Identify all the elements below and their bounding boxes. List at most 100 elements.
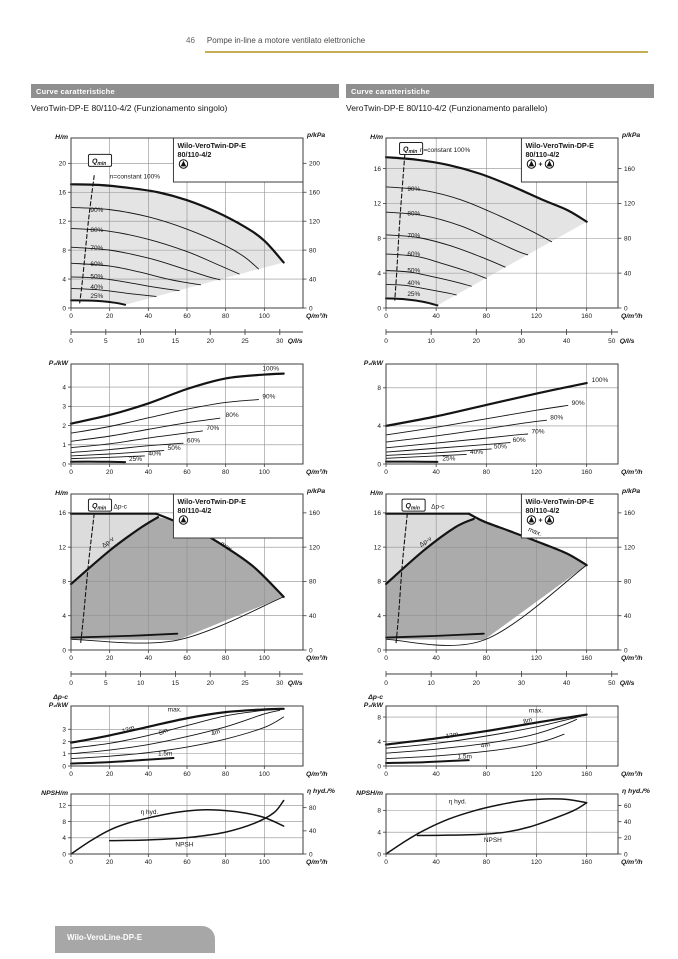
chart-annotation: 90% (572, 400, 585, 407)
chart-dpc-power-single: 0 1 2 3 0 20 40 60 80 100 Q/m³/h Δp-c P₂/kW max. 12m 8m… (31, 690, 339, 780)
chart-operating-field-parallel: 0 4 8 12 16 0 40 80 120 160 0 40 80 120 160 Q/m³/h H/m p/… (346, 486, 654, 688)
svg-text:200: 200 (309, 161, 320, 168)
chart-power-single: 0 1 2 3 4 0 20 40 60 80 100 Q/m³/h P₂/kW 100% 90% 80% 70… (31, 350, 339, 478)
chart-annotation: NPSH (484, 837, 502, 844)
series-40% (70, 288, 157, 297)
svg-text:16: 16 (59, 510, 67, 517)
svg-text:P₂/kW: P₂/kW (49, 702, 69, 709)
svg-text:16: 16 (59, 190, 67, 197)
chart-hq-parallel: 0 4 8 12 16 0 40 80 120 160 0 40 80 120 160 Q/m³/h H/m p/… (346, 130, 654, 345)
series-1.5m (385, 759, 470, 764)
svg-text:120: 120 (624, 201, 635, 208)
chart-annotation: 40% (407, 280, 420, 287)
svg-text:160: 160 (581, 655, 592, 662)
svg-text:12: 12 (59, 803, 67, 810)
right-column: Curve caratteristiche VeroTwin-DP-E 80/1… (346, 84, 654, 868)
chart-annotation: 60% (407, 251, 420, 258)
series-100% (384, 381, 588, 427)
svg-text:0: 0 (377, 461, 381, 468)
svg-text:0: 0 (377, 763, 381, 770)
svg-text:Q/m³/h: Q/m³/h (621, 859, 643, 866)
page-title: Pompe in-line a motore ventilato elettro… (206, 36, 366, 45)
svg-text:15: 15 (172, 338, 180, 344)
chart-annotation: Δp-c (114, 504, 128, 511)
svg-text:160: 160 (624, 166, 635, 173)
svg-text:Q/m³/h: Q/m³/h (306, 859, 328, 866)
svg-text:Q/l/s: Q/l/s (620, 680, 635, 687)
page-header: 46 Pompe in-line a motore ventilato elett… (186, 36, 365, 45)
svg-text:160: 160 (581, 859, 592, 866)
chart-annotation: 70% (206, 425, 219, 432)
svg-text:60: 60 (183, 655, 191, 662)
svg-text:0: 0 (69, 859, 73, 866)
series-NPSH (108, 799, 285, 842)
svg-text:0: 0 (384, 771, 388, 778)
svg-text:1: 1 (62, 442, 66, 449)
chart-annotation: 40% (470, 449, 483, 456)
svg-text:160: 160 (581, 771, 592, 778)
svg-text:0: 0 (384, 338, 388, 344)
svg-text:3: 3 (62, 404, 66, 411)
chart-annotation: 80% (90, 227, 103, 234)
svg-text:4: 4 (62, 613, 66, 620)
svg-text:80: 80 (222, 655, 230, 662)
chart-annotation: max. (527, 526, 543, 538)
svg-text:0: 0 (69, 469, 73, 476)
svg-text:120: 120 (309, 218, 320, 225)
chart-annotation: η hyd. (449, 798, 467, 805)
svg-text:80/110-4/2: 80/110-4/2 (177, 506, 211, 515)
svg-text:0: 0 (309, 305, 313, 312)
chart-annotation: 50% (90, 274, 103, 281)
svg-text:120: 120 (531, 859, 542, 866)
series-60% (385, 253, 487, 279)
svg-text:160: 160 (581, 469, 592, 476)
svg-text:Δp-c: Δp-c (52, 694, 68, 701)
svg-text:0: 0 (377, 647, 381, 654)
series-min (385, 632, 485, 639)
qmin-label: Qmin (92, 158, 106, 167)
svg-text:80/110-4/2: 80/110-4/2 (177, 150, 211, 159)
svg-text:160: 160 (624, 510, 635, 517)
svg-text:120: 120 (531, 469, 542, 476)
section-header-left: Curve caratteristiche (31, 84, 339, 98)
svg-text:4: 4 (377, 613, 381, 620)
series-NPSH (416, 801, 588, 837)
chart-npsh-parallel: 0 4 8 0 20 40 60 0 40 80 120 160 Q/m³/h NPSH/m η hyd./… (346, 784, 654, 868)
svg-text:80/110-4/2: 80/110-4/2 (525, 506, 559, 515)
svg-text:Q/l/s: Q/l/s (620, 338, 635, 344)
series-60% (70, 262, 201, 286)
svg-text:40: 40 (563, 338, 571, 344)
svg-text:100: 100 (259, 771, 270, 778)
svg-text:80: 80 (309, 247, 317, 254)
svg-text:120: 120 (531, 771, 542, 778)
svg-text:5: 5 (104, 680, 108, 687)
series-50% (70, 450, 165, 457)
series-80% (70, 417, 221, 442)
svg-text:20: 20 (207, 338, 215, 344)
series-1.5m (70, 757, 175, 765)
right-chart-stack: 0 4 8 12 16 0 40 80 120 160 0 40 80 120 160 Q/m³/h H/m p/… (346, 130, 654, 868)
series-50% (70, 276, 180, 292)
svg-text:12: 12 (374, 201, 382, 208)
svg-text:20: 20 (106, 771, 114, 778)
svg-text:80/110-4/2: 80/110-4/2 (525, 150, 559, 159)
chart-annotation: 12m (121, 724, 135, 735)
series-70% (385, 234, 506, 268)
chart-annotation: 80% (226, 412, 239, 419)
svg-text:40: 40 (433, 771, 441, 778)
chart-annotation: 100% (592, 377, 609, 384)
chart-annotation: 8m (158, 727, 169, 737)
series-4m (70, 716, 285, 760)
series-60% (385, 442, 511, 453)
series-80% (385, 419, 547, 443)
svg-text:Q/m³/h: Q/m³/h (621, 655, 643, 662)
chart-annotation: 60% (90, 261, 103, 268)
chart-annotation: NPSH (175, 841, 193, 848)
svg-text:Q/m³/h: Q/m³/h (306, 313, 328, 320)
chart-annotation: max. (529, 708, 543, 715)
svg-text:40: 40 (433, 859, 441, 866)
svg-text:5: 5 (104, 338, 108, 344)
chart-annotation: 90% (262, 394, 275, 401)
svg-text:40: 40 (563, 680, 571, 687)
